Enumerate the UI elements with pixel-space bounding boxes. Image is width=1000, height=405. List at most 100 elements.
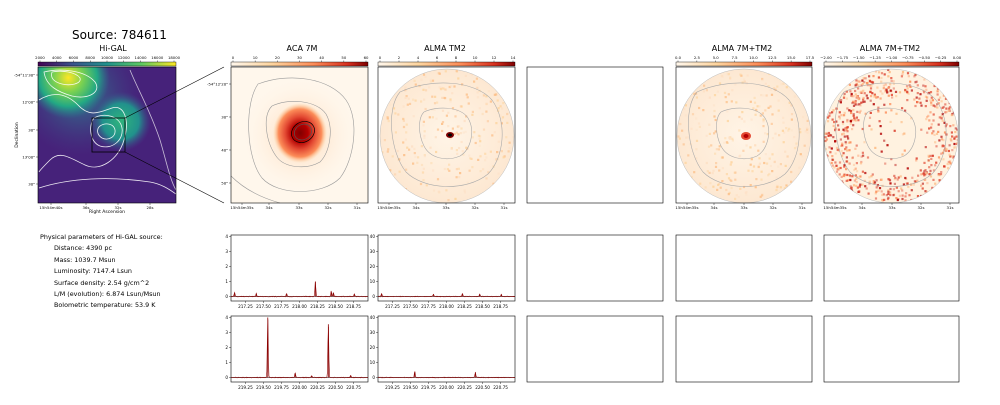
spectrum-aca-band1: 217.25 217.50 217.75 218.00 218.25 218.50 218.… <box>225 234 369 309</box>
image-pixel <box>476 91 479 94</box>
image-pixel <box>877 110 880 113</box>
image-pixel <box>855 177 858 181</box>
image-pixel <box>450 85 453 88</box>
image-pixel <box>492 182 495 185</box>
image-pixel <box>710 144 713 147</box>
image-pixel <box>906 167 909 170</box>
image-pixel <box>947 149 950 153</box>
image-pixel <box>394 112 397 115</box>
image-pixel <box>834 129 837 132</box>
image-pixel <box>932 113 935 116</box>
image-pixel <box>889 193 892 197</box>
image-pixel <box>854 101 857 104</box>
x-tick-label: 31s <box>799 205 806 210</box>
image-pixel <box>862 98 865 101</box>
image-pixel <box>443 167 446 171</box>
colorbar-tick-label: 0 <box>232 55 235 60</box>
y-tick-label: -54°12'20" <box>207 81 228 86</box>
spectrum-aca-band2: 219.25 219.50 219.75 220.00 220.25 220.50 220.… <box>225 315 369 390</box>
image-pixel <box>841 144 844 147</box>
image-pixel <box>500 122 503 125</box>
image-pixel <box>485 102 488 105</box>
image-pixel <box>874 70 878 73</box>
image-pixel <box>849 122 852 126</box>
image-pixel <box>441 122 444 125</box>
image-pixel <box>853 117 856 120</box>
image-pixel <box>827 131 830 135</box>
image-pixel <box>749 163 752 166</box>
image-pixel <box>834 161 837 164</box>
image-pixel <box>471 110 474 113</box>
image-pixel <box>761 193 764 196</box>
image-pixel <box>883 103 886 106</box>
image-pixel <box>684 114 687 117</box>
image-pixel <box>708 96 711 99</box>
image-pixel <box>760 178 763 181</box>
image-pixel <box>757 165 760 169</box>
x-tick-label: 220.25 <box>310 385 325 390</box>
image-pixel <box>412 115 415 118</box>
image-pixel <box>754 186 757 189</box>
image-pixel <box>879 90 882 93</box>
empty-panel-top <box>526 66 664 204</box>
zoom-connector-top <box>124 66 225 119</box>
image-pixel <box>441 129 444 133</box>
image-pixel <box>714 130 717 133</box>
image-pixel <box>766 133 769 136</box>
image-pixel <box>856 170 859 173</box>
image-pixel <box>939 173 943 176</box>
image-pixel <box>880 150 883 153</box>
zoom-connector-bottom <box>124 151 225 204</box>
x-tick-label: 218.00 <box>292 304 307 309</box>
image-pixel <box>920 128 923 131</box>
image-pixel <box>420 100 423 103</box>
image-pixel <box>475 77 478 80</box>
image-pixel <box>402 117 405 120</box>
physical-distance: Distance: 4390 pc <box>54 244 112 253</box>
image-pixel <box>953 137 956 140</box>
image-pixel <box>706 170 709 173</box>
image-pixel <box>496 151 499 154</box>
image-pixel <box>458 176 461 179</box>
image-pixel <box>849 119 852 122</box>
image-pixel <box>755 178 758 181</box>
x-tick-label: 220.25 <box>457 385 472 390</box>
image-pixel <box>844 147 847 151</box>
image-pixel <box>413 147 416 150</box>
image-pixel <box>767 106 770 109</box>
empty-spectrum-panel <box>675 315 813 383</box>
image-pixel <box>893 174 896 177</box>
image-pixel <box>497 107 500 110</box>
image-pixel <box>949 125 952 128</box>
image-pixel <box>703 84 706 87</box>
image-pixel <box>838 100 841 103</box>
image-pixel <box>884 162 887 165</box>
image-pixel <box>879 97 882 100</box>
physical-l-over-m: L/M (evolution): 6.874 Lsun/Msun <box>54 290 161 299</box>
image-pixel <box>721 180 724 183</box>
image-pixel <box>413 152 416 155</box>
image-pixel <box>791 160 794 163</box>
image-pixel <box>739 73 742 76</box>
image-pixel <box>925 88 928 91</box>
image-pixel <box>875 190 878 193</box>
x-tick-label: 31s <box>354 205 361 210</box>
image-pixel <box>753 96 756 99</box>
image-pixel <box>937 98 940 101</box>
image-pixel <box>854 103 857 106</box>
image-pixel <box>779 186 782 189</box>
x-tick-label: 15h54m35s <box>823 205 846 210</box>
colorbar-tick-label: 18000 <box>168 55 181 60</box>
image-pixel <box>925 118 928 121</box>
image-pixel <box>843 164 846 167</box>
image-pixel <box>745 193 748 196</box>
image-pixel <box>921 182 924 185</box>
image-pixel <box>894 90 898 93</box>
image-pixel <box>693 171 696 174</box>
image-pixel <box>731 139 734 142</box>
image-pixel <box>705 134 708 137</box>
image-pixel <box>924 146 927 149</box>
image-pixel <box>493 93 496 96</box>
image-pixel <box>905 85 909 88</box>
image-pixel <box>952 124 955 127</box>
